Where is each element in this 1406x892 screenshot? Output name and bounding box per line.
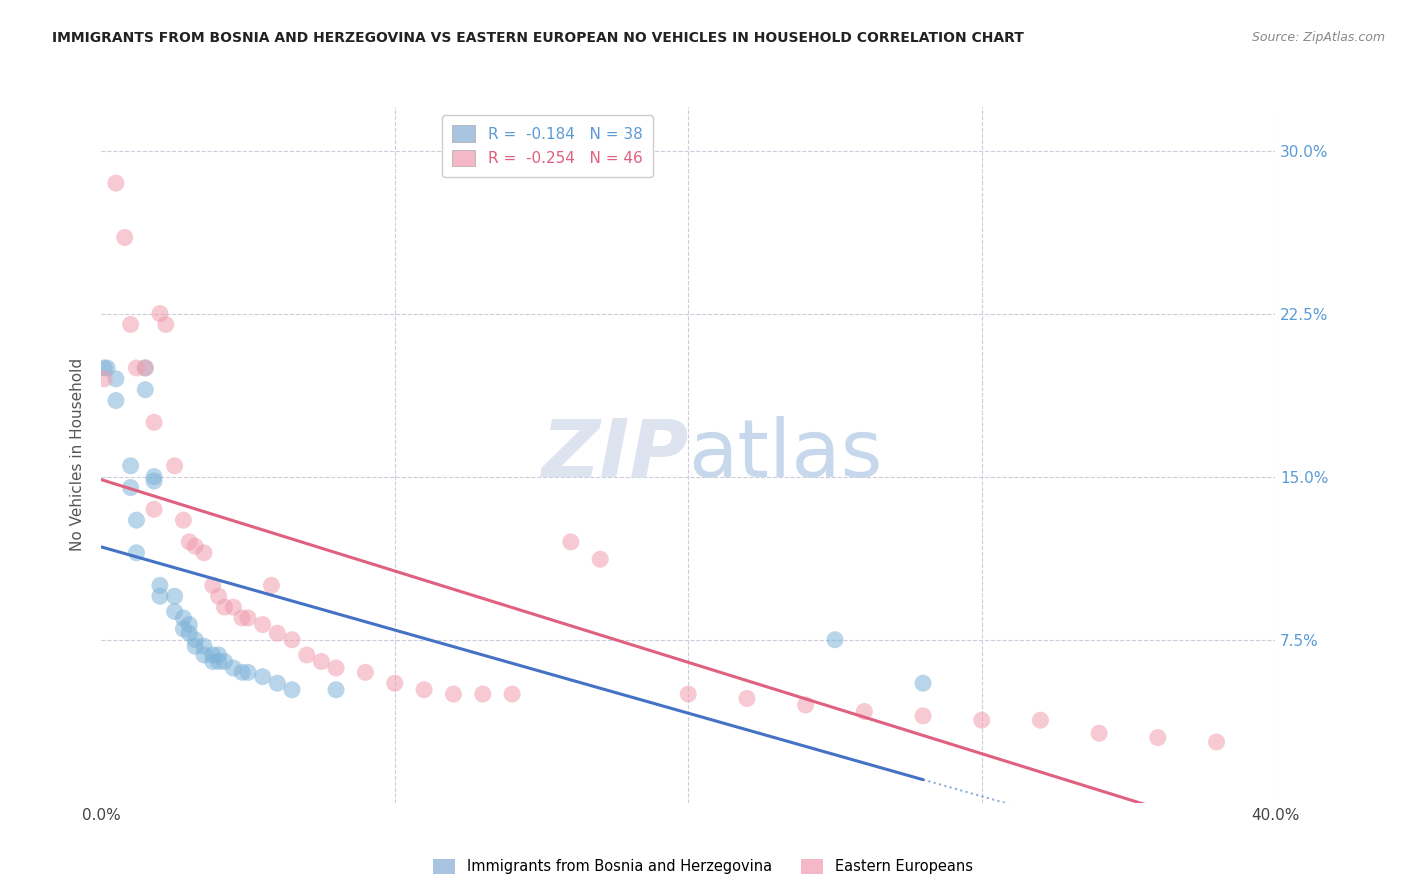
Point <box>266 676 288 690</box>
Point <box>134 383 156 397</box>
Point <box>104 372 127 386</box>
Legend: Immigrants from Bosnia and Herzegovina, Eastern Europeans: Immigrants from Bosnia and Herzegovina, … <box>427 853 979 880</box>
Point <box>231 665 253 680</box>
Point <box>143 474 166 488</box>
Point <box>912 676 935 690</box>
Point <box>208 589 231 603</box>
Point <box>231 611 253 625</box>
Point <box>1029 713 1052 727</box>
Point <box>201 578 224 592</box>
Point <box>179 617 201 632</box>
Point <box>120 318 142 332</box>
Point <box>501 687 523 701</box>
Point <box>179 626 201 640</box>
Point <box>184 639 207 653</box>
Point <box>912 708 935 723</box>
Point <box>970 713 993 727</box>
Point <box>208 648 231 662</box>
Point <box>252 617 274 632</box>
Point <box>214 600 236 615</box>
Text: atlas: atlas <box>689 416 883 494</box>
Point <box>120 481 142 495</box>
Point <box>163 605 186 619</box>
Point <box>120 458 142 473</box>
Point <box>184 539 207 553</box>
Point <box>295 648 318 662</box>
Point <box>193 639 215 653</box>
Point <box>125 513 148 527</box>
Point <box>172 513 194 527</box>
Point <box>172 622 194 636</box>
Point <box>413 682 436 697</box>
Point <box>281 682 304 697</box>
Point <box>201 655 224 669</box>
Legend: R =  -0.184   N = 38, R =  -0.254   N = 46: R = -0.184 N = 38, R = -0.254 N = 46 <box>441 115 652 177</box>
Point <box>134 360 156 375</box>
Point <box>354 665 377 680</box>
Point <box>236 611 259 625</box>
Point <box>560 535 582 549</box>
Text: Source: ZipAtlas.com: Source: ZipAtlas.com <box>1251 31 1385 45</box>
Point <box>325 682 347 697</box>
Point <box>1147 731 1170 745</box>
Point <box>96 360 118 375</box>
Text: ZIP: ZIP <box>541 416 689 494</box>
Point <box>172 611 194 625</box>
Point <box>325 661 347 675</box>
Point <box>143 502 166 516</box>
Point <box>853 705 876 719</box>
Point <box>149 589 172 603</box>
Text: IMMIGRANTS FROM BOSNIA AND HERZEGOVINA VS EASTERN EUROPEAN NO VEHICLES IN HOUSEH: IMMIGRANTS FROM BOSNIA AND HERZEGOVINA V… <box>52 31 1024 45</box>
Point <box>252 670 274 684</box>
Point <box>441 687 464 701</box>
Point <box>143 469 166 483</box>
Point <box>236 665 259 680</box>
Point <box>214 655 236 669</box>
Point <box>589 552 612 566</box>
Point <box>208 655 231 669</box>
Point <box>184 632 207 647</box>
Point <box>1088 726 1111 740</box>
Point <box>678 687 700 701</box>
Point <box>266 626 288 640</box>
Point <box>824 632 846 647</box>
Point <box>735 691 758 706</box>
Point <box>193 546 215 560</box>
Point <box>193 648 215 662</box>
Point <box>125 546 148 560</box>
Point <box>114 230 136 244</box>
Point <box>163 458 186 473</box>
Point <box>149 578 172 592</box>
Point <box>179 535 201 549</box>
Point <box>311 655 333 669</box>
Y-axis label: No Vehicles in Household: No Vehicles in Household <box>70 359 86 551</box>
Point <box>125 360 148 375</box>
Point <box>260 578 283 592</box>
Point <box>281 632 304 647</box>
Point <box>1205 735 1227 749</box>
Point <box>93 372 115 386</box>
Point <box>222 661 245 675</box>
Point <box>384 676 406 690</box>
Point <box>104 176 127 190</box>
Point <box>143 415 166 429</box>
Point <box>134 360 156 375</box>
Point <box>104 393 127 408</box>
Point <box>149 307 172 321</box>
Point <box>794 698 817 712</box>
Point <box>471 687 494 701</box>
Point <box>222 600 245 615</box>
Point <box>163 589 186 603</box>
Point <box>155 318 177 332</box>
Point <box>93 360 115 375</box>
Point <box>201 648 224 662</box>
